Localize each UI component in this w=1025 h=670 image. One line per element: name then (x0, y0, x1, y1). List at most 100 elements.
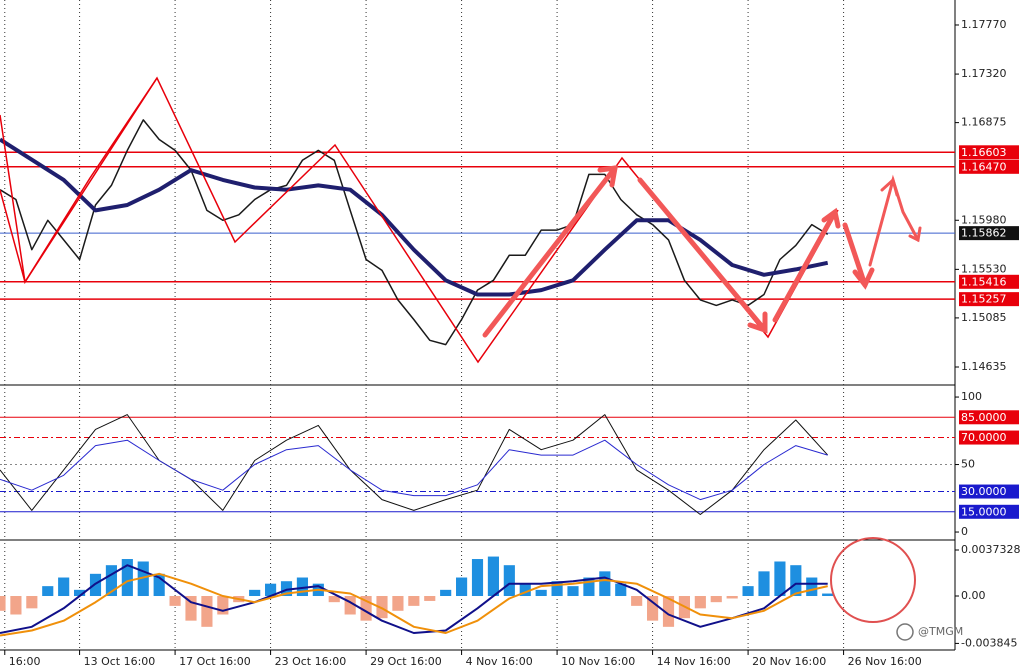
level-badge (959, 504, 1019, 519)
histogram-bar (456, 577, 468, 597)
histogram-bar (806, 577, 818, 597)
histogram-bar (535, 589, 547, 597)
histogram-bar (217, 596, 229, 615)
histogram-bar (42, 586, 54, 597)
level-badge (959, 292, 1019, 307)
y-tick-label: 50 (961, 458, 975, 471)
histogram-bar (742, 586, 754, 597)
histogram-bar (662, 596, 675, 627)
histogram-bar (296, 577, 308, 597)
histogram-bar (185, 596, 197, 621)
arrow-head (852, 267, 875, 290)
histogram-bar (726, 596, 738, 599)
histogram-bar (471, 559, 484, 597)
arrow-head (880, 177, 899, 197)
histogram-bar (280, 581, 293, 597)
x-tick-label: 4 Nov 16:00 (466, 655, 533, 668)
histogram-bar (631, 596, 643, 606)
y-tick-label: 1.17320 (961, 67, 1007, 80)
histogram-bar (551, 581, 563, 597)
histogram-bar (121, 559, 133, 597)
y-tick-label: 0.00 (961, 589, 986, 602)
histogram-bar (58, 577, 70, 597)
histogram-bar (694, 596, 706, 609)
histogram-bar (710, 596, 722, 603)
y-tick-label: 1.15085 (961, 311, 1007, 324)
level-label: 1.15416 (961, 275, 1007, 288)
histogram-bar (567, 586, 579, 597)
histogram-bar (424, 596, 436, 601)
histogram-bar (0, 596, 6, 611)
histogram-bar (758, 571, 770, 597)
watermark: @TMGM (918, 625, 963, 638)
histogram-bar (26, 596, 38, 609)
y-tick-label: 1.15530 (961, 262, 1007, 275)
zigzag (0, 77, 158, 284)
level-badge (959, 430, 1019, 445)
arrow-head (597, 165, 619, 188)
series-line (0, 137, 829, 297)
histogram-bar (360, 596, 372, 621)
y-tick-label: 1.16875 (961, 116, 1007, 129)
arrow-head (908, 226, 922, 243)
arrows (482, 165, 922, 338)
y-tick-label: 0.0037328 (961, 543, 1021, 556)
histogram-bar (615, 583, 627, 597)
histogram-bar (822, 593, 834, 597)
x-tick-label: 10 Nov 16:00 (561, 655, 635, 668)
x-tick-label: 17 Oct 16:00 (179, 655, 251, 668)
y-tick-label: 0 (961, 525, 968, 538)
histogram-bar (647, 596, 659, 621)
level-label: 85.0000 (961, 411, 1007, 424)
y-tick-label: 1.14635 (961, 360, 1007, 373)
level-badge (959, 274, 1019, 289)
watermark-icon (896, 623, 914, 641)
y-tick-label: 1.17770 (961, 18, 1007, 31)
level-label: 30.0000 (961, 485, 1007, 498)
x-tick-label: 26 Nov 16:00 (848, 655, 922, 668)
level-label: 1.15257 (961, 293, 1007, 306)
x-tick-label: 14 Nov 16:00 (657, 655, 731, 668)
x-tick-label: 20 Nov 16:00 (752, 655, 826, 668)
arrow-head (821, 207, 841, 229)
level-badge (959, 159, 1019, 174)
histogram-bar (265, 583, 277, 597)
level-label: 15.0000 (961, 505, 1007, 518)
arrow-head (747, 311, 768, 334)
histogram-bar (137, 561, 149, 597)
highlight-circle (830, 537, 916, 623)
level-label: 1.16603 (961, 146, 1007, 159)
histogram-bar (440, 589, 452, 597)
series-line (0, 572, 828, 637)
y-tick-label: -0.003845 (961, 636, 1017, 649)
histogram-bar (328, 596, 340, 603)
histogram-bar (583, 577, 595, 597)
x-tick-label: 13 Oct 16:00 (84, 655, 156, 668)
x-tick-label: 23 Oct 16:00 (275, 655, 347, 668)
series-line (0, 414, 829, 515)
histogram-bar (774, 561, 786, 597)
histogram-bar (344, 596, 356, 615)
histogram-bar (249, 589, 261, 597)
histogram-bar (74, 589, 86, 597)
level-label: 70.0000 (961, 431, 1007, 444)
arrow (772, 209, 838, 323)
x-tick-label: 29 Oct 16:00 (370, 655, 442, 668)
histogram-bar (169, 596, 181, 606)
series-line (0, 119, 829, 346)
arrow (842, 222, 868, 288)
histogram-bar (599, 571, 611, 597)
histogram-bar (105, 565, 117, 597)
level-badge (959, 226, 1019, 241)
histogram-bar (487, 556, 499, 597)
histogram-bar (10, 596, 22, 615)
level-label: 1.15862 (961, 227, 1007, 240)
histogram-bar (408, 596, 420, 606)
histogram-bar (790, 565, 802, 597)
level-badge (959, 484, 1019, 499)
histogram-bar (503, 565, 515, 597)
histogram-bar (519, 583, 531, 597)
